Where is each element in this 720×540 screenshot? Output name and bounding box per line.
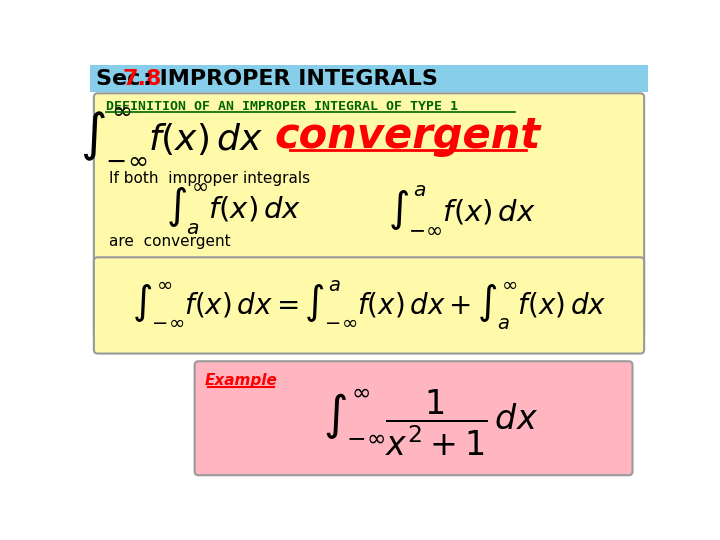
Text: Example: Example <box>204 373 278 388</box>
Text: convergent: convergent <box>274 114 541 157</box>
Text: $\int_{-\infty}^{\infty} f(x)\, dx = \int_{-\infty}^{a} f(x)\, dx + \int_{a}^{\i: $\int_{-\infty}^{\infty} f(x)\, dx = \in… <box>132 279 606 332</box>
Text: : IMPROPER INTEGRALS: : IMPROPER INTEGRALS <box>143 69 438 89</box>
Text: If both  improper integrals: If both improper integrals <box>109 171 310 186</box>
FancyBboxPatch shape <box>94 93 644 338</box>
FancyBboxPatch shape <box>194 361 632 475</box>
FancyBboxPatch shape <box>94 257 644 354</box>
Text: $\int_{-\infty}^{\infty} f(x)\, dx$: $\int_{-\infty}^{\infty} f(x)\, dx$ <box>80 105 263 166</box>
Text: DEFINITION OF AN IMPROPER INTEGRAL OF TYPE 1: DEFINITION OF AN IMPROPER INTEGRAL OF TY… <box>106 100 457 113</box>
Text: $\int_{-\infty}^{\infty} \dfrac{1}{x^2+1}\, dx$: $\int_{-\infty}^{\infty} \dfrac{1}{x^2+1… <box>323 388 539 458</box>
Text: Sec: Sec <box>96 69 148 89</box>
Text: $\int_{-\infty}^{a} f(x)\, dx$: $\int_{-\infty}^{a} f(x)\, dx$ <box>388 184 536 235</box>
Text: 7.8: 7.8 <box>122 69 162 89</box>
Text: are  convergent: are convergent <box>109 234 231 249</box>
Text: $\int_{a}^{\infty} f(x)\, dx$: $\int_{a}^{\infty} f(x)\, dx$ <box>166 182 301 237</box>
FancyBboxPatch shape <box>90 65 648 92</box>
